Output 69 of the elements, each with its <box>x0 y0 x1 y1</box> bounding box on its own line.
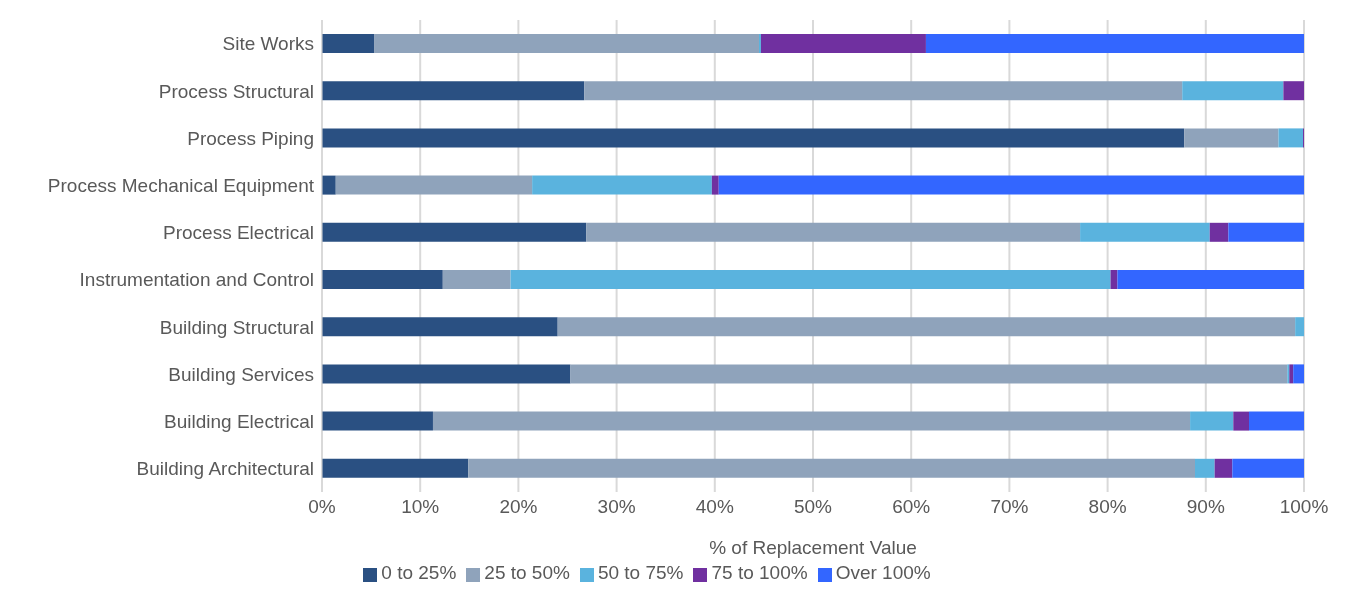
bar <box>322 128 1185 148</box>
x-tick-label: 10% <box>401 496 440 518</box>
bar <box>925 34 1304 53</box>
bar <box>442 270 511 289</box>
bar <box>557 317 1296 337</box>
y-tick-label: Building Architectural <box>136 458 314 480</box>
bar <box>1289 364 1294 384</box>
bar <box>1233 411 1250 431</box>
bar <box>1278 128 1304 148</box>
bar <box>1293 364 1304 384</box>
legend-label: 50 to 75% <box>597 562 684 583</box>
bar <box>532 175 712 195</box>
bar <box>1195 458 1215 478</box>
bar <box>322 81 585 101</box>
bar <box>1232 458 1304 478</box>
x-tick-label: 80% <box>1088 496 1127 518</box>
legend-label: 25 to 50% <box>484 562 570 583</box>
y-tick-label: Site Works <box>222 33 314 55</box>
bar <box>322 458 469 478</box>
x-tick-label: 90% <box>1186 496 1225 518</box>
x-tick-label: 60% <box>892 496 931 518</box>
x-tick-label: 70% <box>990 496 1029 518</box>
bar <box>1228 222 1304 242</box>
bar <box>335 175 533 195</box>
bar <box>322 222 587 242</box>
bar <box>1184 128 1279 148</box>
bar <box>584 81 1183 101</box>
bar <box>570 364 1288 384</box>
bar <box>1249 411 1304 431</box>
bar <box>1182 81 1284 101</box>
y-tick-label: Building Services <box>168 363 314 385</box>
y-tick-label: Building Electrical <box>164 410 314 432</box>
bar <box>1283 81 1304 101</box>
bar <box>1190 411 1234 431</box>
bar <box>322 364 571 384</box>
bar <box>718 175 1304 195</box>
bar <box>1214 458 1233 478</box>
bar <box>468 458 1195 478</box>
bar <box>374 34 759 53</box>
bar <box>432 411 1191 431</box>
y-tick-label: Building Structural <box>159 316 314 338</box>
y-tick-label: Instrumentation and Control <box>79 269 314 291</box>
bar <box>510 270 1111 289</box>
bar <box>322 34 375 53</box>
legend-label: 75 to 100% <box>711 562 808 583</box>
bar <box>322 411 433 431</box>
x-axis-title: % of Replacement Value <box>709 537 917 558</box>
y-tick-label: Process Electrical <box>163 222 314 244</box>
bar <box>322 317 558 337</box>
x-tick-label: 20% <box>499 496 538 518</box>
legend-label: Over 100% <box>835 562 931 583</box>
bar <box>1295 317 1304 337</box>
bar <box>760 34 926 53</box>
x-tick-label: 30% <box>597 496 636 518</box>
bar <box>586 222 1081 242</box>
y-tick-label: Process Mechanical Equipment <box>47 174 315 196</box>
bar <box>322 175 336 195</box>
x-tick-label: 100% <box>1279 496 1329 518</box>
x-tick-label: 40% <box>695 496 734 518</box>
bar <box>1117 270 1304 289</box>
legend-label: 0 to 25% <box>381 562 457 583</box>
y-tick-label: Process Piping <box>187 127 314 149</box>
y-tick-label: Process Structural <box>158 80 314 102</box>
bar <box>1080 222 1210 242</box>
x-tick-label: 0% <box>308 496 336 518</box>
bar <box>322 270 443 289</box>
bar <box>711 175 719 195</box>
x-tick-label: 50% <box>793 496 833 518</box>
bar <box>1209 222 1229 242</box>
